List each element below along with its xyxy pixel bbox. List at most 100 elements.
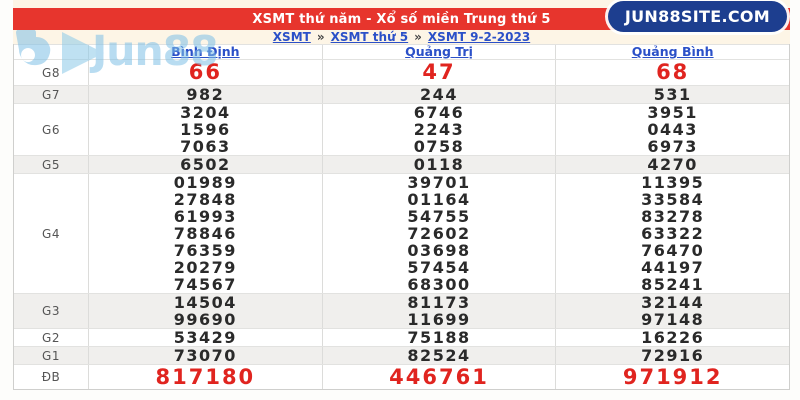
result-number: 3951 xyxy=(647,103,698,122)
breadcrumb-link-1[interactable]: XSMT thứ 5 xyxy=(330,30,409,44)
results-table: Bình Định Quảng Trị Quảng Bình G8 66 47 68 G7 98… xyxy=(13,44,790,390)
result-number: 971912 xyxy=(622,365,723,389)
prize-row-G4: G4 01989 27848 61993 78846 76359 20279 74567 397… xyxy=(14,173,789,293)
result-number: 68300 xyxy=(407,275,471,294)
province-header-cell: Quảng Bình xyxy=(556,45,789,59)
province-header-cell: Bình Định xyxy=(89,45,323,59)
result-number: 244 xyxy=(420,85,458,104)
site-badge[interactable]: JUN88SITE.COM xyxy=(607,1,787,32)
result-number: 78846 xyxy=(173,224,237,243)
result-cell: 4270 xyxy=(556,156,789,173)
result-number: 57454 xyxy=(407,258,471,277)
result-number: 01989 xyxy=(173,173,237,192)
province-link-0[interactable]: Bình Định xyxy=(171,44,240,59)
province-header-row: Bình Định Quảng Trị Quảng Bình xyxy=(14,44,789,59)
result-cell: 68 xyxy=(556,60,789,85)
result-number: 75188 xyxy=(407,328,471,347)
result-number: 85241 xyxy=(641,275,705,294)
result-cell: 32144 97148 xyxy=(556,294,789,328)
result-cell: 817180 xyxy=(89,365,323,389)
result-cell: 73070 xyxy=(89,347,323,364)
result-number: 7063 xyxy=(180,137,231,156)
prize-label: G2 xyxy=(14,329,89,346)
province-link-1[interactable]: Quảng Trị xyxy=(405,44,473,59)
title-bar: XSMT thứ năm - Xổ số miền Trung thứ 5 xyxy=(13,8,790,30)
result-cell: 01989 27848 61993 78846 76359 20279 74567 xyxy=(89,174,323,293)
result-cell: 446761 xyxy=(323,365,557,389)
province-link-2[interactable]: Quảng Bình xyxy=(631,44,714,59)
result-number: 72916 xyxy=(641,346,705,365)
result-cell: 3204 1596 7063 xyxy=(89,104,323,155)
result-cell: 82524 xyxy=(323,347,557,364)
prize-label: G5 xyxy=(14,156,89,173)
result-number: 27848 xyxy=(173,190,237,209)
result-cell: 47 xyxy=(323,60,557,85)
corner-cell xyxy=(14,45,89,59)
result-number: 99690 xyxy=(173,310,237,329)
result-number: 6502 xyxy=(180,155,231,174)
result-number: 0758 xyxy=(413,137,465,156)
result-number: 14504 xyxy=(173,293,237,312)
result-cell: 6746 2243 0758 xyxy=(323,104,557,155)
breadcrumb-separator: » xyxy=(414,30,422,44)
result-cell: 531 xyxy=(556,86,789,103)
breadcrumb: XSMT » XSMT thứ 5 » XSMT 9-2-2023 xyxy=(13,30,790,44)
result-number: 68 xyxy=(656,60,690,84)
result-number: 47 xyxy=(422,60,456,84)
result-number: 01164 xyxy=(407,190,471,209)
result-number: 76470 xyxy=(641,241,705,260)
result-number: 6973 xyxy=(647,137,698,156)
result-number: 82524 xyxy=(407,346,471,365)
result-cell: 53429 xyxy=(89,329,323,346)
breadcrumb-link-0[interactable]: XSMT xyxy=(272,30,311,44)
result-number: 446761 xyxy=(389,365,489,389)
prize-row-G2: G2 53429 75188 16226 xyxy=(14,328,789,346)
result-number: 66 xyxy=(188,60,222,84)
result-cell: 3951 0443 6973 xyxy=(556,104,789,155)
breadcrumb-link-2[interactable]: XSMT 9-2-2023 xyxy=(427,30,531,44)
result-number: 6746 xyxy=(413,103,465,122)
result-number: 0443 xyxy=(647,120,698,139)
prize-label: G6 xyxy=(14,104,89,155)
result-number: 81173 xyxy=(407,293,471,312)
prize-row-G6: G6 3204 1596 7063 6746 2243 0758 3951 0443 6973 xyxy=(14,103,789,155)
result-cell: 81173 11699 xyxy=(323,294,557,328)
province-header-cell: Quảng Trị xyxy=(323,45,557,59)
result-number: 03698 xyxy=(407,241,471,260)
result-cell: 66 xyxy=(89,60,323,85)
result-number: 72602 xyxy=(407,224,471,243)
result-number: 11395 xyxy=(641,173,705,192)
result-number: 817180 xyxy=(155,365,256,389)
result-number: 4270 xyxy=(647,155,698,174)
result-number: 3204 xyxy=(180,103,231,122)
result-number: 54755 xyxy=(407,207,471,226)
result-number: 73070 xyxy=(173,346,237,365)
result-cell: 6502 xyxy=(89,156,323,173)
result-number: 61993 xyxy=(173,207,237,226)
prize-label: G8 xyxy=(14,60,89,85)
page-title: XSMT thứ năm - Xổ số miền Trung thứ 5 xyxy=(252,11,551,27)
result-number: 63322 xyxy=(641,224,705,243)
result-number: 16226 xyxy=(641,328,705,347)
result-number: 1596 xyxy=(180,120,231,139)
result-cell: 244 xyxy=(323,86,557,103)
result-cell: 16226 xyxy=(556,329,789,346)
prize-label: ĐB xyxy=(14,365,89,389)
result-number: 2243 xyxy=(413,120,465,139)
result-cell: 72916 xyxy=(556,347,789,364)
prize-label: G3 xyxy=(14,294,89,328)
prize-label: G7 xyxy=(14,86,89,103)
result-number: 982 xyxy=(186,85,225,104)
prize-label: G1 xyxy=(14,347,89,364)
result-number: 44197 xyxy=(641,258,705,277)
result-number: 97148 xyxy=(641,310,705,329)
result-number: 531 xyxy=(653,85,692,104)
result-cell: 11395 33584 83278 63322 76470 44197 85241 xyxy=(556,174,789,293)
result-number: 11699 xyxy=(407,310,471,329)
prize-row-G1: G1 73070 82524 72916 xyxy=(14,346,789,364)
prize-label: G4 xyxy=(14,174,89,293)
result-number: 39701 xyxy=(407,173,471,192)
prize-row-G3: G3 14504 99690 81173 11699 32144 97148 xyxy=(14,293,789,328)
result-cell: 982 xyxy=(89,86,323,103)
